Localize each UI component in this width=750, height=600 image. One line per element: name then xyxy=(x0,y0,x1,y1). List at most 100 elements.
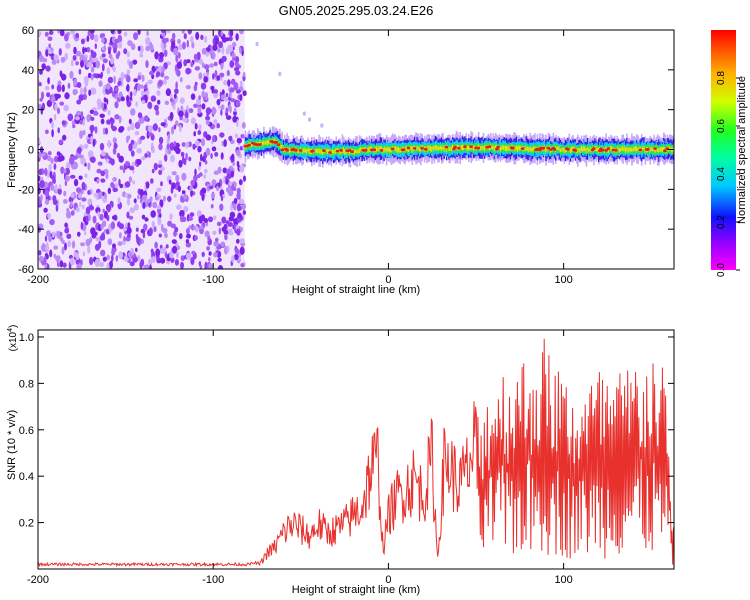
band-yellow xyxy=(461,144,464,150)
noise-speck xyxy=(70,210,75,216)
noise-speck xyxy=(143,115,149,122)
band-yellow xyxy=(582,147,584,152)
noise-speck xyxy=(214,70,218,78)
noise-speck xyxy=(171,239,177,245)
noise-speck xyxy=(116,221,122,228)
band-yellow xyxy=(493,146,496,152)
noise-speck xyxy=(212,230,217,236)
band-peak xyxy=(541,146,547,150)
noise-speck xyxy=(169,97,174,103)
noise-speck xyxy=(175,81,178,90)
noise-speck xyxy=(218,227,221,235)
noise-speck xyxy=(77,146,82,154)
y-tick-label: -60 xyxy=(18,264,34,276)
noise-speck xyxy=(233,84,237,91)
noise-speck xyxy=(181,30,185,34)
noise-speck xyxy=(227,222,233,227)
noise-speck xyxy=(181,190,186,195)
noise-speck xyxy=(161,79,168,85)
noise-speck xyxy=(97,102,102,110)
band-yellow xyxy=(466,145,469,151)
noise-speck xyxy=(161,66,165,73)
noise-speck xyxy=(82,46,85,55)
band-yellow xyxy=(664,147,666,152)
snr-panel: -200 -100 0 100 0.2 0.4 0.6 0.8 1.0 Height of s… xyxy=(6,325,675,596)
band-peak xyxy=(457,146,462,150)
noise-speck xyxy=(182,155,185,164)
noise-speck xyxy=(57,30,61,34)
noise-speck xyxy=(95,60,101,69)
noise-speck xyxy=(186,227,190,235)
band-yellow xyxy=(636,146,638,152)
noise-speck xyxy=(230,203,233,211)
snr-series-line xyxy=(38,338,674,568)
noise-speck xyxy=(220,241,225,248)
noise-speck xyxy=(226,115,232,120)
band-yellow xyxy=(632,147,634,152)
noise-speck xyxy=(112,243,116,249)
band-yellow xyxy=(306,149,308,154)
noise-speck xyxy=(199,228,204,235)
noise-speck xyxy=(211,88,215,94)
noise-speck xyxy=(77,231,81,237)
noise-speck xyxy=(149,70,154,76)
noise-speck xyxy=(226,70,230,77)
noise-speck xyxy=(173,193,177,198)
noise-speck xyxy=(203,174,207,179)
noise-speck xyxy=(225,37,230,42)
band-yellow xyxy=(651,148,654,152)
noise-speck xyxy=(228,135,233,142)
noise-speck xyxy=(96,168,102,174)
band-yellow xyxy=(501,145,503,150)
noise-speck xyxy=(111,215,117,220)
band-yellow xyxy=(562,147,564,152)
noise-speck xyxy=(86,114,91,123)
noise-speck xyxy=(196,210,202,218)
noise-speck xyxy=(63,199,68,204)
noise-speck xyxy=(164,154,168,162)
band-yellow xyxy=(308,148,311,154)
noise-speck xyxy=(55,183,58,193)
noise-speck xyxy=(172,32,176,40)
noise-speck xyxy=(139,189,144,197)
noise-speck xyxy=(99,234,106,241)
noise-speck xyxy=(52,195,57,202)
band-yellow xyxy=(494,145,497,151)
noise-speck xyxy=(142,231,146,239)
noise-speck xyxy=(126,226,132,235)
noise-speck xyxy=(173,140,177,147)
band-yellow xyxy=(439,145,442,150)
y-tick-label: 40 xyxy=(22,65,34,77)
noise-speck xyxy=(40,91,45,100)
noise-speck xyxy=(167,195,172,203)
noise-speck xyxy=(179,77,183,83)
noise-speck xyxy=(194,225,199,233)
noise-speck xyxy=(163,246,167,253)
noise-speck xyxy=(89,109,95,115)
band-yellow xyxy=(274,138,276,144)
band-yellow xyxy=(264,141,266,145)
noise-speck xyxy=(232,41,237,48)
noise-speck xyxy=(76,263,82,269)
noise-speck xyxy=(186,233,191,239)
band-yellow xyxy=(506,145,508,151)
band-yellow xyxy=(529,146,531,151)
noise-speck xyxy=(102,191,105,196)
noise-speck xyxy=(167,220,173,227)
noise-speck xyxy=(92,215,97,224)
noise-speck xyxy=(146,30,149,37)
spectrogram-y-label: Frequency (Hz) xyxy=(6,112,18,188)
noise-speck xyxy=(149,41,153,50)
band-yellow xyxy=(355,149,357,153)
snr-x-ticks: -200 -100 0 100 xyxy=(27,330,573,586)
noise-speck xyxy=(149,264,152,269)
band-yellow xyxy=(564,148,567,153)
band-yellow xyxy=(325,148,328,153)
noise-speck xyxy=(159,199,164,208)
noise-speck xyxy=(120,96,125,102)
noise-speck xyxy=(40,106,43,115)
noise-speck xyxy=(178,110,184,118)
colorbar-tick-label: 0.2 xyxy=(716,215,727,229)
noise-speck xyxy=(85,206,91,215)
